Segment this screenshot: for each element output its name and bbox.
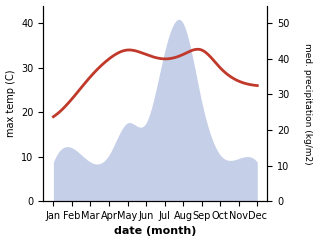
X-axis label: date (month): date (month) <box>114 227 197 236</box>
Y-axis label: max temp (C): max temp (C) <box>5 70 16 137</box>
Y-axis label: med. precipitation (kg/m2): med. precipitation (kg/m2) <box>303 43 313 164</box>
